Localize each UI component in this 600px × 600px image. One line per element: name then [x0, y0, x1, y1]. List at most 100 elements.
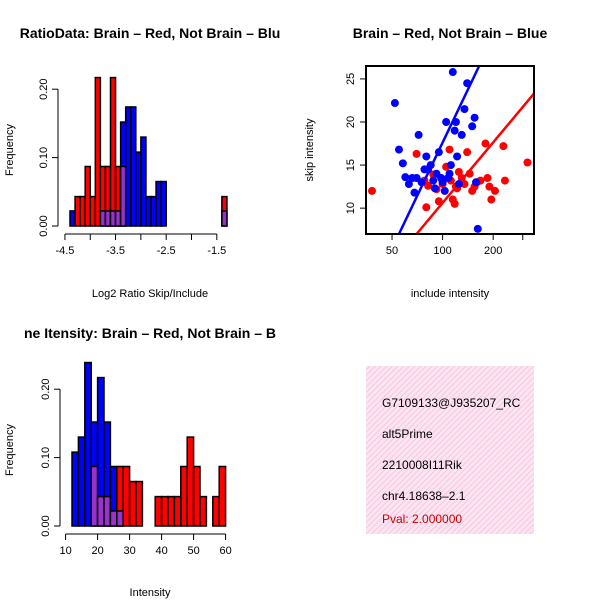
- scatter-point-blue: [394, 145, 403, 154]
- intensity-hist-x-tick-label: 60: [219, 545, 231, 557]
- intensity-hist-overlap-bar: [109, 510, 118, 527]
- intensity-hist-x-tick-label: 30: [123, 545, 135, 557]
- ratio-hist-y-tick-label: 0.10: [38, 147, 50, 168]
- intensity-hist-bar: [212, 495, 220, 527]
- scatter-point-red: [454, 167, 463, 176]
- intensity-hist-overlap-bar: [103, 495, 112, 527]
- scatter-point-blue: [448, 68, 457, 77]
- scatter-point-blue: [404, 180, 413, 189]
- scatter-point-blue: [440, 186, 449, 195]
- intensity-hist-bar: [180, 465, 188, 527]
- info-line-locus: chr4.18638–2.1: [382, 489, 466, 503]
- scatter-point-red: [368, 186, 377, 195]
- scatter-point-red: [485, 182, 494, 191]
- scatter-y-tick-label: 25: [345, 73, 357, 85]
- intensity-hist-title: ne Itensity: Brain – Red, Not Brain – B: [24, 325, 276, 341]
- scatter-point-red: [450, 199, 459, 208]
- scatter-point-red: [463, 148, 472, 157]
- scatter-point-blue: [429, 176, 438, 185]
- scatter-point-red: [460, 180, 469, 189]
- scatter-point-red: [490, 186, 499, 195]
- intensity-hist-ylabel: Frequency: [4, 424, 16, 476]
- scatter-ylabel: skip intensity: [304, 118, 316, 181]
- scatter-x-tick-label: 50: [386, 245, 398, 257]
- scatter-point-blue: [401, 173, 410, 182]
- scatter-y-tick-label: 20: [345, 116, 357, 128]
- intensity-hist-bar: [173, 495, 182, 527]
- scatter-point-red: [481, 139, 490, 148]
- intensity-hist-bar: [186, 436, 195, 527]
- scatter-point-blue: [460, 105, 469, 114]
- ratio-hist-x-tick-label: -1.5: [207, 245, 226, 257]
- ratio-histogram-panel: RatioData: Brain – Red, Not Brain – Blu …: [4, 25, 280, 300]
- ratio-hist-bar: [124, 106, 132, 227]
- intensity-hist-bar: [71, 451, 80, 527]
- scatter-fit-line-red: [415, 92, 534, 234]
- ratio-hist-ylabel: Frequency: [4, 124, 16, 176]
- scatter-point-blue: [470, 113, 479, 122]
- scatter-point-red: [483, 174, 492, 182]
- ratio-hist-overlap-bar: [119, 165, 127, 227]
- ratio-hist-bar: [69, 210, 76, 227]
- ratio-hist-overlap-bar: [99, 210, 107, 227]
- intensity-histogram-panel: ne Itensity: Brain – Red, Not Brain – B …: [4, 325, 276, 599]
- scatter-point-red: [445, 145, 454, 154]
- ratio-hist-title: RatioData: Brain – Red, Not Brain – Blu: [20, 25, 281, 41]
- scatter-points: [368, 66, 534, 234]
- scatter-point-red: [500, 176, 509, 185]
- scatter-plot-frame: [365, 65, 535, 235]
- intensity-hist-bar: [192, 465, 201, 527]
- scatter-point-blue: [453, 152, 462, 161]
- ratio-hist-overlap-bar: [114, 210, 122, 227]
- info-box-background: [366, 366, 534, 534]
- ratio-hist-overlap-bar: [104, 210, 112, 227]
- intensity-hist-x-tick-label: 10: [59, 545, 71, 557]
- ratio-hist-bar: [89, 195, 97, 227]
- ratio-hist-bar: [150, 195, 157, 227]
- intensity-hist-bar: [167, 495, 176, 527]
- ratio-hist-xlabel: Log2 Ratio Skip/Include: [92, 288, 208, 300]
- scatter-point-blue: [445, 169, 454, 178]
- scatter-fit-line-blue: [397, 66, 481, 234]
- ratio-hist-axes: -4.5 -3.5 -2.5 -1.5 0.00 0.10 0.20: [38, 78, 226, 257]
- scatter-x-tick-label: 200: [484, 245, 502, 257]
- intensity-hist-bar: [77, 436, 86, 527]
- ratio-hist-y-tick-label: 0.20: [38, 78, 50, 99]
- scatter-point-blue: [454, 180, 463, 189]
- ratio-hist-bar: [145, 195, 152, 227]
- intensity-hist-bar: [154, 495, 163, 527]
- intensity-hist-bar: [199, 495, 208, 527]
- intensity-hist-bar: [128, 480, 137, 527]
- ratio-hist-bar: [94, 76, 102, 227]
- ratio-hist-bar: [79, 195, 86, 227]
- scatter-point-blue: [473, 224, 482, 233]
- intensity-hist-bar: [135, 480, 144, 527]
- scatter-point-blue: [422, 152, 431, 161]
- ratio-hist-overlap-bar: [109, 210, 117, 227]
- scatter-point-blue: [446, 161, 455, 170]
- scatter-axes: 50 100 200 10 15 20 25: [345, 65, 535, 257]
- ratio-hist-x-tick-label: -3.5: [106, 245, 125, 257]
- intensity-hist-overlap-bar: [96, 495, 105, 527]
- ratio-hist-bar: [109, 76, 117, 227]
- intensity-hist-x-tick-label: 20: [91, 545, 103, 557]
- intensity-hist-y-tick-label: 0.00: [40, 515, 52, 536]
- scatter-point-red: [412, 149, 421, 158]
- ratio-hist-bar: [140, 136, 147, 227]
- ratio-hist-bars: [69, 76, 228, 227]
- scatter-point-red: [424, 181, 433, 190]
- info-pval: Pval: 2.000000: [382, 512, 462, 526]
- intensity-hist-x-tick-label: 40: [155, 545, 167, 557]
- intensity-hist-bar: [218, 465, 227, 527]
- scatter-y-tick-label: 15: [345, 159, 357, 171]
- scatter-point-blue: [457, 130, 466, 139]
- info-line-gene: 2210008I11Rik: [382, 458, 463, 472]
- scatter-point-blue: [430, 184, 439, 193]
- ratio-hist-x-tick-label: -4.5: [55, 245, 74, 257]
- intensity-hist-x-tick-label: 50: [187, 545, 199, 557]
- scatter-title: Brain – Red, Not Brain – Blue: [353, 25, 548, 41]
- scatter-x-tick-label: 100: [433, 245, 451, 257]
- intensity-hist-y-tick-label: 0.10: [40, 447, 52, 468]
- info-box: G7109133@J935207_RC alt5Prime 2210008I11…: [366, 366, 534, 534]
